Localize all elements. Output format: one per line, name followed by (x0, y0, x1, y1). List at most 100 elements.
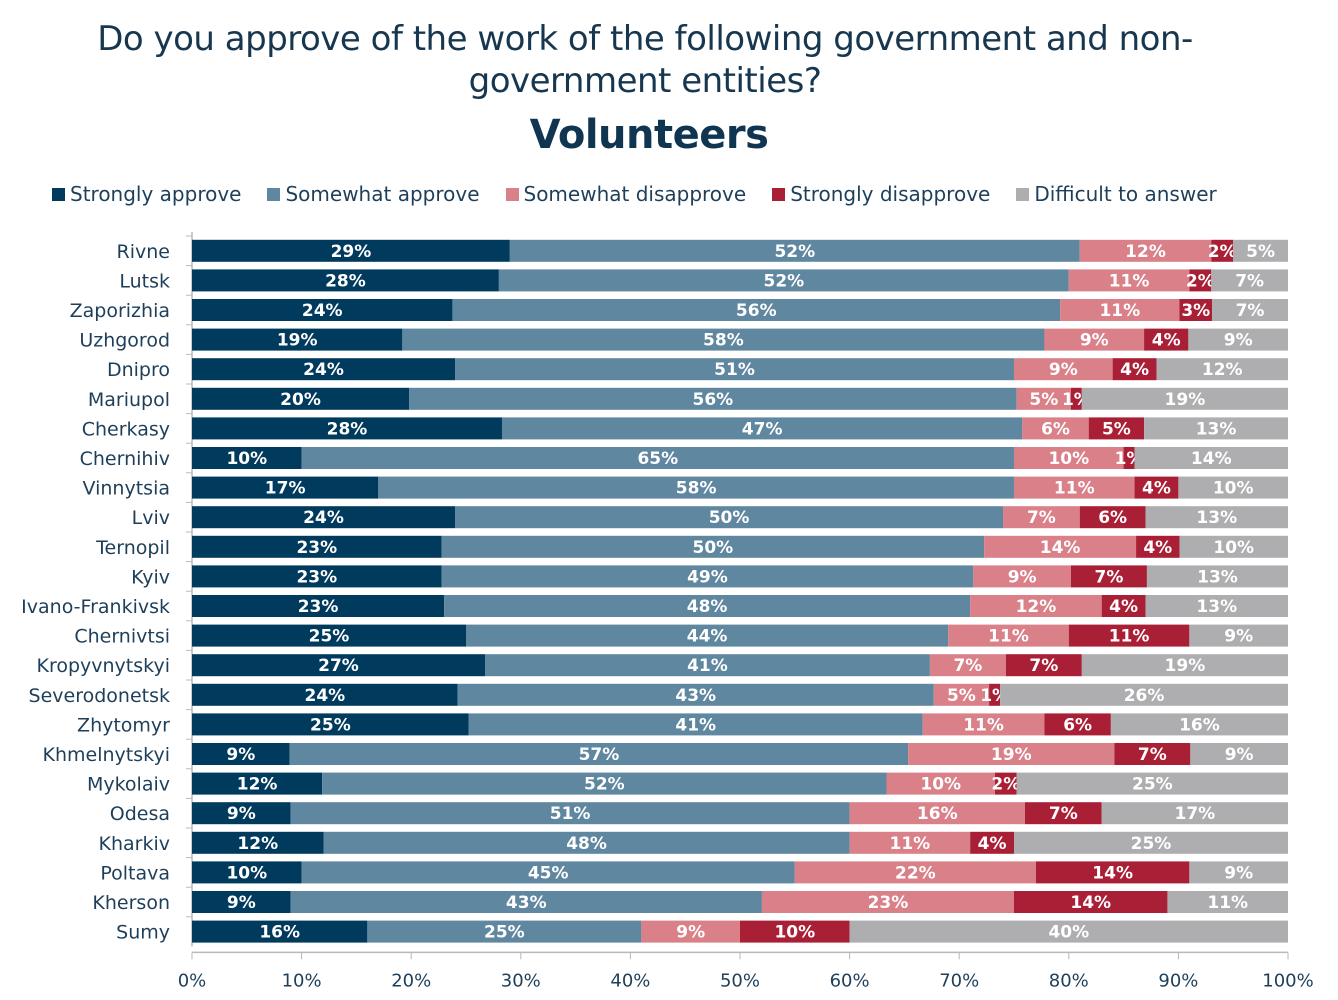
bar-segment-strongly-approve (192, 713, 469, 736)
bar-segment-difficult-to-answer (1179, 535, 1288, 558)
legend: Strongly approve Somewhat approve Somewhat… (52, 182, 1217, 206)
data-label: 9% (676, 923, 705, 943)
bar-segment-difficult-to-answer (1014, 831, 1288, 854)
data-label: 58% (676, 479, 717, 499)
data-label: 7% (1138, 745, 1167, 765)
data-label: 17% (1174, 804, 1215, 824)
data-label: 10% (226, 449, 267, 469)
data-label: 26% (1124, 686, 1165, 706)
bar-segment-somewhat-approve (457, 683, 934, 706)
bar-segment-somewhat-approve (289, 743, 909, 765)
bar-segment-somewhat-approve (290, 802, 850, 825)
bar-segment-strongly-approve (192, 861, 302, 884)
bar-segment-difficult-to-answer (1211, 269, 1288, 292)
x-tick-label: 20% (391, 970, 431, 991)
data-label: 25% (1131, 834, 1172, 854)
data-label: 10% (774, 923, 815, 943)
bar-segment-strongly-disapprove (1179, 299, 1213, 321)
data-label: 11% (1054, 479, 1095, 499)
legend-item: Somewhat disapprove (505, 182, 746, 206)
bar-segment-somewhat-approve (301, 447, 1015, 469)
bar-segment-somewhat-disapprove (929, 654, 1006, 677)
category-label: Lviv (132, 507, 170, 529)
stacked-bar-chart: Rivne 29% 52% 12% 2% 5% Lutsk 28% 52% 11% 2% 7% Zapo… (21, 232, 1314, 991)
data-label: 16% (259, 923, 300, 943)
category-label: Ivano-Frankivsk (21, 596, 170, 618)
data-label: 52% (774, 242, 815, 262)
category-label: Kyiv (131, 566, 170, 588)
x-tick-label: 40% (610, 970, 650, 991)
data-label: 29% (331, 242, 372, 262)
bar-segment-strongly-approve (192, 535, 442, 558)
bar-segment-somewhat-approve (441, 565, 974, 588)
x-tick-label: 50% (720, 970, 760, 991)
category-label: Kherson (92, 892, 170, 914)
data-label: 11% (963, 715, 1004, 735)
data-label: 65% (637, 449, 678, 469)
bar-segment-difficult-to-answer (1144, 417, 1288, 440)
data-label: 4% (1152, 331, 1181, 351)
data-label: 41% (675, 715, 716, 735)
data-label: 12% (237, 775, 278, 795)
category-label: Uzhgorod (79, 330, 170, 352)
bar-segment-somewhat-approve (409, 387, 1017, 410)
bar-segment-strongly-approve (192, 506, 456, 529)
data-label: 22% (895, 863, 936, 883)
data-label: 47% (742, 419, 783, 439)
data-label: 11% (1207, 893, 1248, 913)
data-label: 11% (1109, 627, 1150, 647)
bar-segment-difficult-to-answer (849, 920, 1288, 943)
data-label: 25% (309, 627, 350, 647)
bar-segment-somewhat-approve (378, 476, 1014, 499)
bar-segment-somewhat-disapprove (973, 565, 1071, 588)
data-label: 11% (1109, 271, 1150, 291)
data-label: 24% (303, 508, 344, 528)
bar-segment-somewhat-approve (455, 358, 1014, 381)
data-label: 9% (1008, 567, 1037, 587)
bar-segment-strongly-disapprove (989, 683, 1001, 706)
data-label: 7% (953, 656, 982, 676)
chart-title-line-2: government entities? (468, 61, 822, 101)
bar-segment-strongly-disapprove (1005, 654, 1082, 677)
bar-segment-strongly-approve (192, 654, 485, 677)
data-label: 23% (296, 567, 337, 587)
category-label: Zhytomyr (77, 714, 170, 736)
bar-segment-difficult-to-answer (1081, 654, 1288, 677)
bar-segment-strongly-approve (192, 802, 291, 825)
data-label: 48% (566, 834, 607, 854)
data-label: 7% (1029, 656, 1058, 676)
bar-segment-somewhat-approve (322, 772, 887, 795)
data-label: 7% (1095, 567, 1124, 587)
bar-segment-somewhat-approve (452, 299, 1061, 321)
bar-segment-difficult-to-answer (1081, 387, 1288, 410)
bar-segment-strongly-approve (192, 624, 466, 647)
bar-segment-somewhat-disapprove (761, 891, 1014, 913)
data-label: 10% (226, 863, 267, 883)
bar-segment-strongly-disapprove (1123, 447, 1135, 469)
data-label: 25% (1132, 775, 1173, 795)
bar-segment-strongly-approve (192, 891, 291, 913)
data-label: 14% (1070, 893, 1111, 913)
bar-segment-difficult-to-answer (1212, 299, 1288, 321)
bar-segment-strongly-disapprove (1101, 595, 1146, 617)
bar-segment-strongly-disapprove (1024, 802, 1102, 825)
bar-segment-difficult-to-answer (1000, 683, 1288, 706)
data-label: 44% (687, 627, 728, 647)
bar-segment-strongly-disapprove (1189, 269, 1212, 292)
bar-segment-strongly-approve (192, 239, 510, 262)
bar-segment-strongly-approve (192, 595, 445, 617)
legend-item: Strongly approve (52, 182, 241, 206)
legend-swatch (505, 187, 519, 201)
bar-segment-somewhat-disapprove (1014, 476, 1135, 499)
x-tick-label: 90% (1158, 970, 1198, 991)
bar-segment-somewhat-disapprove (849, 831, 971, 854)
x-tick-label: 30% (501, 970, 541, 991)
category-label: Chernihiv (80, 448, 170, 470)
bar-segment-difficult-to-answer (1189, 624, 1288, 647)
data-label: 9% (1080, 331, 1109, 351)
data-label: 6% (1063, 715, 1092, 735)
data-label: 14% (1092, 863, 1133, 883)
bar-segment-difficult-to-answer (1016, 772, 1288, 795)
bar-segment-strongly-disapprove (1070, 565, 1147, 588)
data-label: 7% (1027, 508, 1056, 528)
